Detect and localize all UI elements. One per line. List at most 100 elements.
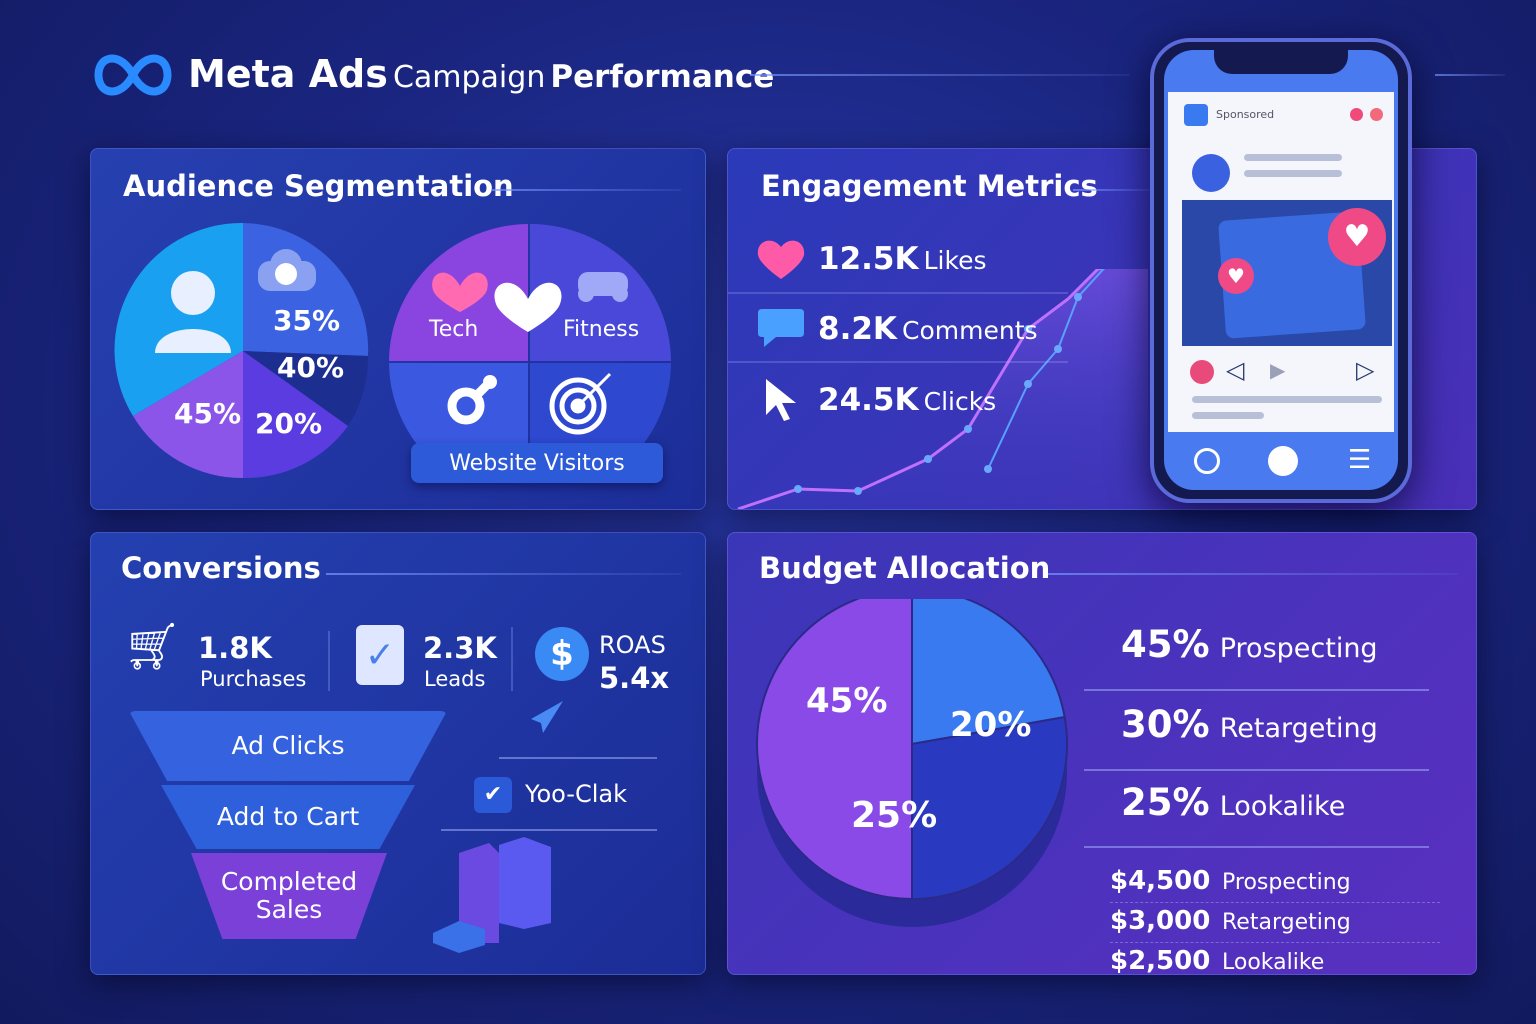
home-icon[interactable] (1194, 448, 1220, 474)
ad-image: ♥ ♥ (1182, 200, 1392, 346)
interest-label: Tech (429, 317, 479, 342)
gamepad-icon (578, 272, 628, 302)
trend-point (1024, 380, 1032, 388)
pie-slice (911, 715, 1068, 901)
comments-metric: 8.2K Comments (818, 311, 1038, 347)
page-icon (1184, 104, 1208, 126)
next-icon[interactable]: ▷ (1356, 356, 1375, 384)
purchases-value: 1.8K (198, 631, 272, 665)
panel-title: Budget Allocation (759, 551, 1051, 585)
divider (728, 361, 1068, 363)
heart-icon: ♥ (1218, 258, 1254, 294)
phone-notch (1214, 50, 1348, 74)
divider (499, 757, 657, 759)
likes-metric: 12.5K Likes (818, 241, 987, 277)
sponsored-label: Sponsored (1216, 108, 1275, 121)
heart-icon (432, 272, 488, 312)
ad-post[interactable]: Sponsored ♥ ♥ ◁ ▶ ▷ (1168, 92, 1394, 432)
pie-label: 20% (255, 407, 323, 440)
clipboard-check-icon: ✓ (356, 625, 404, 685)
divider (1048, 573, 1458, 575)
funnel-ad-clicks[interactable]: Ad Clicks (129, 711, 447, 781)
title-part: Campaign (392, 60, 546, 95)
page-title: Meta Ads Campaign Performance (188, 52, 774, 96)
record-icon[interactable] (1190, 360, 1214, 384)
target-icon (549, 372, 612, 435)
purchases-label: Purchases (200, 667, 307, 691)
budget-pie-chart (756, 599, 1068, 927)
brand-name: Meta Ads (188, 52, 388, 96)
divider (326, 573, 681, 575)
brand-text: Yoo-Clak (525, 780, 627, 808)
trend-point (1024, 325, 1032, 333)
trend-point (1054, 345, 1062, 353)
divider (1073, 189, 1153, 191)
trend-point (854, 487, 862, 495)
trend-point (794, 485, 802, 493)
website-visitors-button[interactable]: Website Visitors (411, 443, 663, 483)
pie-label: 40% (277, 351, 345, 384)
funnel-completed-sales[interactable]: Completed Sales (191, 853, 387, 939)
camera-icon (258, 249, 316, 291)
pie-slice (911, 599, 1066, 746)
divider (491, 189, 681, 191)
pie-label: 25% (851, 795, 938, 836)
divider (1435, 74, 1505, 76)
pie-label: 20% (950, 705, 1032, 745)
roas-value: 5.4x (599, 661, 670, 695)
cursor-icon (766, 379, 796, 421)
clicks-metric: 24.5K Clicks (818, 382, 997, 418)
interest-label: Fitness (563, 317, 640, 342)
title-part: Performance (550, 59, 775, 95)
divider (1084, 846, 1429, 848)
dot-icon (1370, 108, 1383, 121)
trend-point (984, 465, 992, 473)
brand-check-icon: ✔ (474, 777, 512, 813)
heart-icon: ♥ (1328, 208, 1386, 266)
funnel-add-to-cart[interactable]: Add to Cart (161, 785, 415, 849)
audience-pie (114, 222, 369, 479)
user-icon (155, 271, 231, 353)
engagement-trend-chart (737, 269, 1148, 509)
audience-panel: Audience Segmentation 35% 40% 45% 20% Te… (90, 148, 706, 510)
camera-button-icon[interactable] (1268, 446, 1298, 476)
share-lookalike: 25% Lookalike (1121, 781, 1346, 824)
panel-title: Engagement Metrics (761, 169, 1098, 203)
panel-title: Audience Segmentation (123, 169, 514, 203)
play-icon[interactable]: ▶ (1270, 358, 1286, 382)
phone-mockup: Sponsored ♥ ♥ ◁ ▶ ▷ ☰ (1150, 38, 1412, 503)
boxes-icon (433, 837, 551, 953)
pie-label: 45% (174, 397, 242, 430)
budget-amounts: $4,500 Prospecting $3,000 Retargeting $2,5… (1110, 863, 1440, 982)
divider (441, 829, 657, 831)
heart-icon (757, 240, 805, 279)
interests-chart (389, 224, 671, 474)
leads-value: 2.3K (423, 631, 497, 665)
meta-logo (94, 54, 172, 96)
previous-icon[interactable]: ◁ (1226, 356, 1245, 384)
pie-label: 45% (806, 681, 888, 721)
leads-label: Leads (424, 667, 486, 691)
trend-point (924, 455, 932, 463)
share-prospecting: 45% Prospecting (1121, 623, 1378, 666)
pie-slice (756, 599, 913, 901)
divider (1084, 769, 1429, 771)
trend-point (964, 425, 972, 433)
dot-icon (1350, 108, 1363, 121)
divider (750, 74, 1130, 76)
dollar-icon: $ (535, 627, 589, 681)
comment-icon (758, 309, 804, 347)
cart-icon: 🛒︎ (123, 619, 182, 673)
share-retargeting: 30% Retargeting (1121, 703, 1378, 746)
panel-title: Conversions (121, 551, 321, 585)
pie-label: 35% (273, 304, 341, 337)
paper-plane-icon (531, 701, 563, 733)
menu-icon[interactable]: ☰ (1348, 445, 1372, 475)
heart-icon (494, 282, 562, 332)
avatar (1192, 154, 1230, 192)
budget-panel: Budget Allocation 45% 20% 25% 45% Prospe… (727, 532, 1477, 976)
roas-label: ROAS (599, 631, 666, 659)
gender-icon (447, 382, 490, 425)
conversions-panel: Conversions 🛒︎ 1.8K Purchases ✓ 2.3K Lea… (90, 532, 706, 975)
divider (1084, 689, 1429, 691)
